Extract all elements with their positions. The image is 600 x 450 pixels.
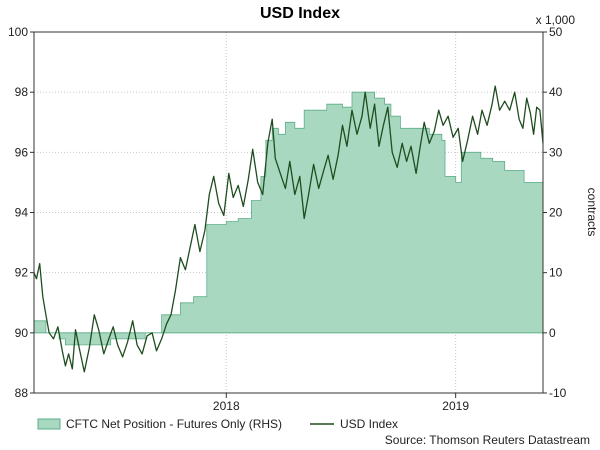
source-note: Source: Thomson Reuters Datastream (385, 433, 590, 447)
right-tick-label: 10 (549, 266, 563, 280)
right-tick-label: 20 (549, 206, 563, 220)
right-axis-label: contracts (585, 188, 599, 237)
right-tick-label: 0 (549, 326, 556, 340)
left-tick-label: 90 (15, 326, 29, 340)
usd-line-layer (33, 85, 544, 373)
left-tick-label: 98 (15, 85, 29, 99)
legend-label-usd: USD Index (340, 417, 398, 431)
left-axis-ticks: 88 90 92 94 96 98 100 (8, 25, 34, 400)
left-tick-label: 94 (15, 206, 29, 220)
right-tick-label: 30 (549, 145, 563, 159)
legend-swatch-cftc (37, 418, 61, 430)
cftc-net-position-area (33, 91, 544, 346)
left-tick-label: 96 (15, 145, 29, 159)
legend-label-cftc: CFTC Net Position - Futures Only (RHS) (66, 417, 282, 431)
right-tick-label: 50 (549, 25, 563, 39)
left-tick-label: 88 (15, 386, 29, 400)
right-axis-multiplier: x 1,000 (536, 13, 576, 27)
left-tick-label: 92 (15, 266, 29, 280)
x-axis-ticks: 2018 2019 (213, 393, 469, 413)
left-tick-label: 100 (8, 25, 28, 39)
right-tick-label: 40 (549, 85, 563, 99)
chart-title: USD Index (260, 5, 340, 22)
legend: CFTC Net Position - Futures Only (RHS) U… (37, 417, 398, 431)
usd-index-line (33, 85, 544, 373)
cftc-area-layer (33, 91, 544, 346)
x-tick-label: 2018 (213, 399, 240, 413)
right-axis-ticks: -10 0 10 20 30 40 50 (543, 25, 567, 400)
x-tick-label: 2019 (442, 399, 469, 413)
right-tick-label: -10 (549, 386, 567, 400)
